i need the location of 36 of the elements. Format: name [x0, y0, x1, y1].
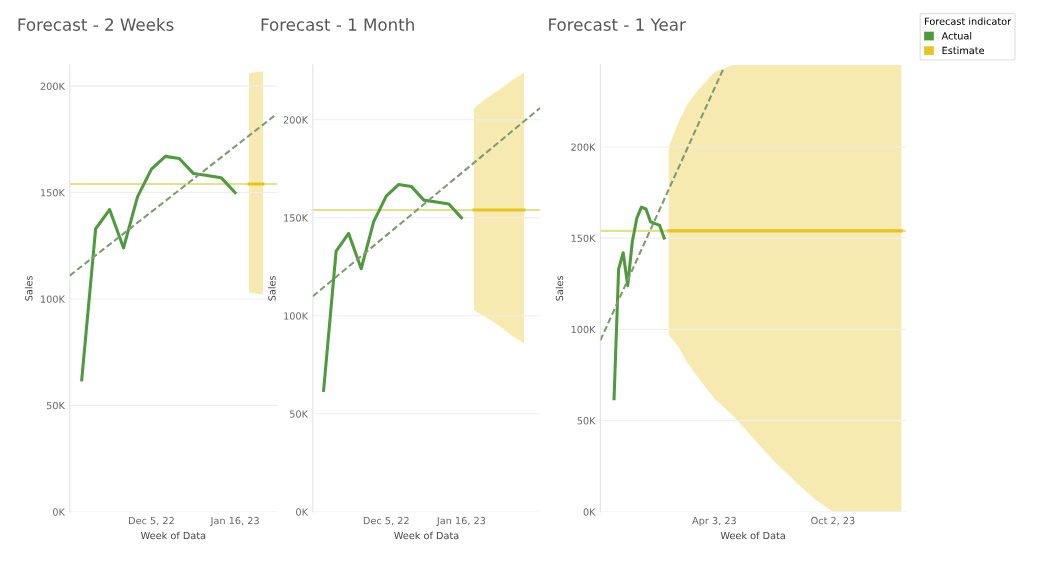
y-tick-label: 200K: [283, 116, 309, 124]
x-tick-label: Jan 16, 23: [436, 516, 486, 527]
y-tick-label: 100K: [284, 312, 309, 320]
y-axis-title: Sales: [25, 275, 33, 301]
y-tick-label: 0K: [583, 508, 596, 516]
y-tick-label: 100K: [41, 295, 66, 303]
y-tick-label: 150K: [41, 189, 66, 197]
x-axis-title: Week of Data: [394, 531, 459, 540]
y-tick-label: 150K: [571, 234, 596, 242]
y-axis-title: Sales: [555, 275, 564, 301]
legend-label: Estimate: [942, 46, 985, 55]
y-tick-label: 50K: [290, 410, 309, 418]
x-tick-label: Oct 2, 23: [811, 516, 855, 526]
chart-title: Forecast - 1 Month: [261, 17, 414, 31]
x-axis-title: Week of Data: [720, 531, 785, 540]
y-axis-title: Sales: [268, 275, 276, 301]
line-series: [322, 182, 463, 392]
y-tick-label: 200K: [40, 82, 66, 90]
y-tick-label: 0K: [296, 508, 309, 516]
x-tick-label: Dec 5, 22: [129, 516, 174, 526]
y-tick-label: 150K: [284, 214, 309, 222]
x-tick-label: Dec 5, 22: [363, 516, 409, 526]
y-tick-label: 50K: [46, 401, 66, 410]
legend-label: Actual: [941, 32, 972, 40]
chart-title: Forecast - 2 Weeks: [18, 17, 174, 31]
y-tick-label: 50K: [577, 417, 596, 425]
y-tick-label: 200K: [571, 143, 596, 151]
chart-title: Forecast - 1 Year: [549, 18, 686, 31]
y-tick-label: 0K: [52, 508, 66, 516]
line-series: [80, 154, 237, 382]
legend-title: Forecast indicator: [925, 17, 1012, 25]
x-axis-title: Week of Data: [140, 531, 206, 540]
line-series: [612, 205, 666, 401]
x-tick-label: Apr 3, 23: [692, 516, 736, 527]
x-tick-label: Jan 16, 23: [210, 516, 259, 527]
y-tick-label: 100K: [571, 325, 596, 334]
